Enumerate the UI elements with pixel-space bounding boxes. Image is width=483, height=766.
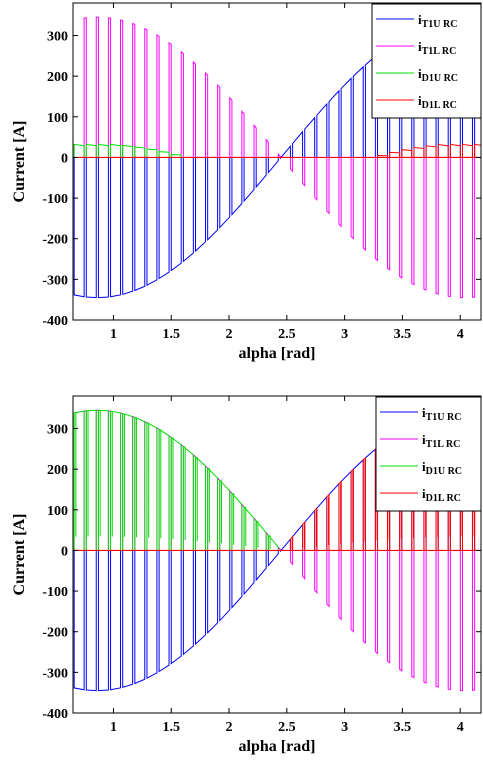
legend-box: [371, 3, 482, 119]
y-tick-label: 0: [61, 544, 68, 559]
y-tick-label: 200: [47, 70, 68, 85]
y-tick-label: -300: [42, 273, 68, 288]
y-tick-label: -300: [42, 666, 68, 681]
legend-label-i-t1u: iT1U RC: [422, 405, 461, 423]
series-i-t1l: [83, 409, 476, 692]
legend-label-i-d1u: iD1U RC: [422, 459, 462, 477]
y-tick-label: 0: [61, 151, 68, 166]
legend-box: [375, 396, 482, 512]
x-tick-label: 4: [457, 327, 464, 342]
series-i-d1u: [73, 409, 279, 551]
y-axis-title: Current [A]: [11, 121, 28, 203]
legend-label-i-t1l: iT1L RC: [418, 39, 456, 57]
series-i-d1l: [377, 143, 481, 158]
y-tick-label: 300: [47, 30, 68, 45]
y-tick-label: -200: [42, 233, 68, 248]
axes-box: [72, 395, 482, 714]
x-tick-label: 3.5: [394, 720, 412, 735]
chart-top: -400 -300 -200 -100 0 100 200 300 1 1.5 2 2.5 3 3.5 4 a…: [11, 2, 482, 362]
x-tick-label: 1: [110, 720, 117, 735]
x-tick-label: 3: [341, 327, 348, 342]
plot-area: [73, 409, 481, 692]
y-tick-label: -100: [42, 192, 68, 207]
y-tick-label: 200: [47, 463, 68, 478]
x-tick-label: 3.5: [394, 327, 412, 342]
x-tick-label: 1: [110, 327, 117, 342]
x-tick-label: 4: [457, 720, 464, 735]
y-tick-label: -100: [42, 585, 68, 600]
legend: iT1U RC iT1L RC iD1U RC iD1L RC: [375, 396, 482, 512]
x-axis-title: alpha [rad]: [239, 345, 316, 362]
x-axis-title: alpha [rad]: [239, 738, 316, 755]
y-tick-label: -400: [42, 314, 68, 329]
legend-label-i-t1l: iT1L RC: [422, 432, 460, 450]
y-tick-label: 100: [47, 111, 68, 126]
y-tick-label: 100: [47, 504, 68, 519]
legend-label-i-d1u: iD1U RC: [418, 66, 458, 84]
x-tick-label: 2.5: [278, 720, 296, 735]
legend-label-i-t1u: iT1U RC: [418, 12, 457, 30]
series-i-t1l: [83, 16, 476, 299]
x-tick-label: 1.5: [162, 720, 180, 735]
x-tick-label: 2: [226, 327, 233, 342]
y-axis-title: Current [A]: [11, 514, 28, 596]
chart-bottom: -400 -300 -200 -100 0 100 200 300 1 1.5 2 2.5 3 3.5 4 a…: [11, 395, 482, 755]
legend: iT1U RC iT1L RC iD1U RC iD1L RC: [371, 3, 482, 119]
y-tick-label: -400: [42, 707, 68, 722]
axes-box: [72, 2, 482, 321]
y-tick-label: 300: [47, 423, 68, 438]
y-tick-label: -200: [42, 626, 68, 641]
x-tick-label: 2: [226, 720, 233, 735]
legend-label-i-d1l: iD1L RC: [422, 486, 461, 504]
x-tick-label: 1.5: [162, 327, 180, 342]
x-tick-label: 3: [341, 720, 348, 735]
x-tick-label: 2.5: [278, 327, 296, 342]
legend-label-i-d1l: iD1L RC: [418, 93, 457, 111]
series-i-d1u: [73, 143, 182, 158]
